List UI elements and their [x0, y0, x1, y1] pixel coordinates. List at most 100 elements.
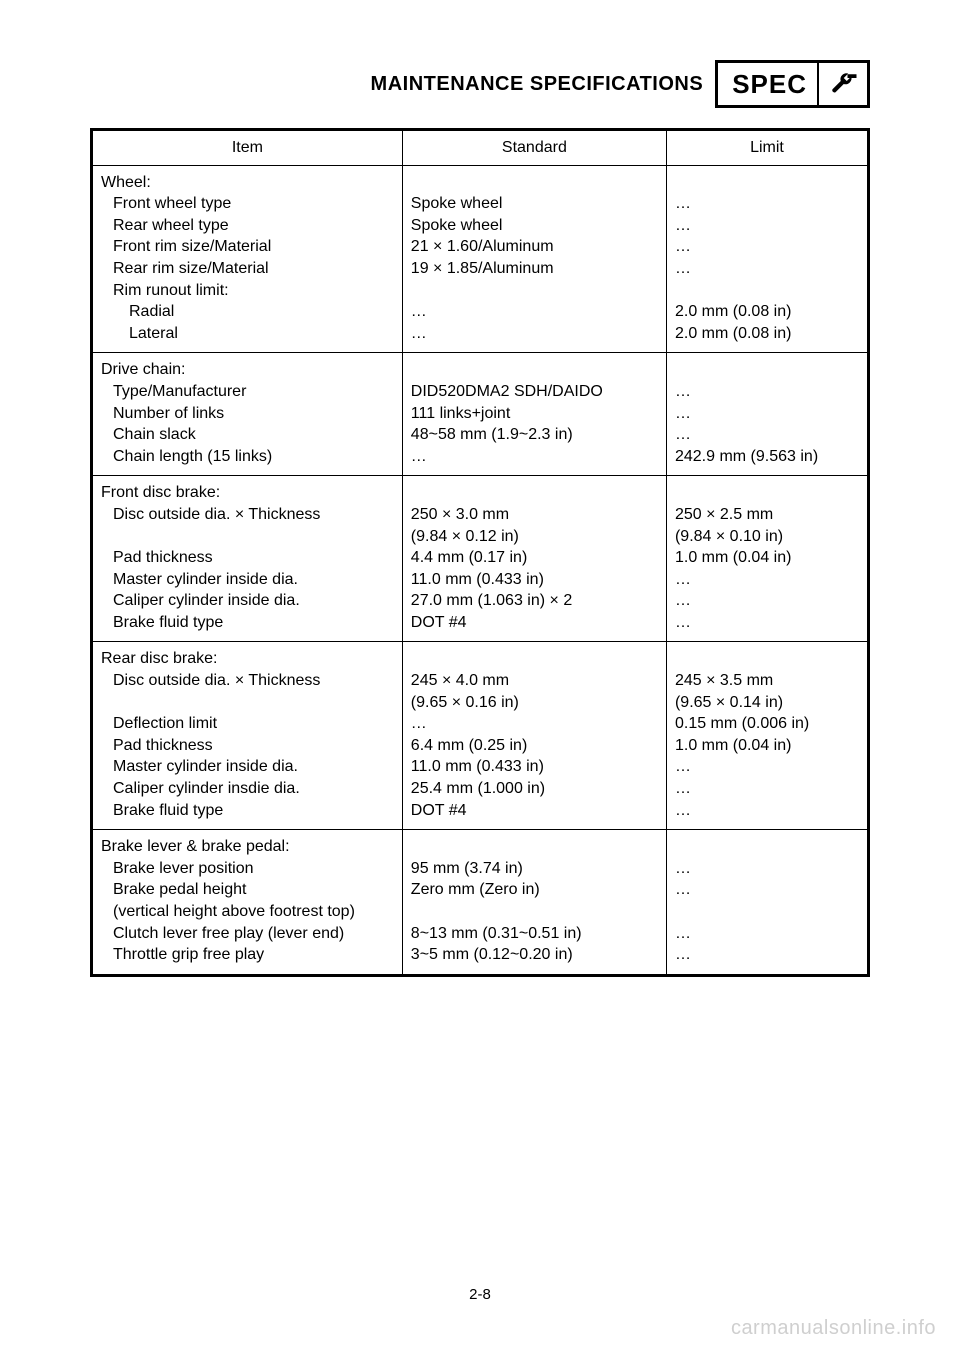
- row-item: Front wheel type: [101, 193, 394, 215]
- row-standard: [411, 280, 658, 302]
- row-item: [101, 526, 394, 548]
- row-item: (vertical height above footrest top): [101, 901, 394, 923]
- table-section: Rear disc brake:Disc outside dia. × Thic…: [92, 642, 869, 830]
- row-standard: DOT #4: [411, 612, 658, 634]
- blank: [411, 359, 658, 381]
- row-limit: …: [675, 756, 859, 778]
- row-limit: 2.0 mm (0.08 in): [675, 323, 859, 345]
- row-standard: (9.65 × 0.16 in): [411, 692, 658, 714]
- blank: [411, 172, 658, 194]
- row-item: Caliper cylinder insdie dia.: [101, 778, 394, 800]
- section-title: Wheel:: [101, 172, 394, 194]
- cell-limit: ………… 2.0 mm (0.08 in)2.0 mm (0.08 in): [666, 165, 868, 353]
- page-header: MAINTENANCE SPECIFICATIONS SPEC: [90, 60, 870, 108]
- row-item: Brake fluid type: [101, 800, 394, 822]
- row-standard: 48~58 mm (1.9~2.3 in): [411, 424, 658, 446]
- cell-limit: 250 × 2.5 mm(9.84 × 0.10 in)1.0 mm (0.04…: [666, 476, 868, 642]
- blank: [675, 359, 859, 381]
- row-standard: 250 × 3.0 mm: [411, 504, 658, 526]
- row-limit: …: [675, 258, 859, 280]
- row-limit: 1.0 mm (0.04 in): [675, 735, 859, 757]
- row-limit: …: [675, 858, 859, 880]
- row-item: [101, 692, 394, 714]
- row-item: Rear rim size/Material: [101, 258, 394, 280]
- row-standard: Spoke wheel: [411, 215, 658, 237]
- row-limit: …: [675, 778, 859, 800]
- row-item: Master cylinder inside dia.: [101, 756, 394, 778]
- row-standard: 11.0 mm (0.433 in): [411, 756, 658, 778]
- section-title: Rear disc brake:: [101, 648, 394, 670]
- row-item: Lateral: [101, 323, 394, 345]
- blank: [411, 482, 658, 504]
- row-limit: [675, 901, 859, 923]
- row-item: Chain length (15 links): [101, 446, 394, 468]
- cell-standard: 95 mm (3.74 in)Zero mm (Zero in) 8~13 mm…: [402, 830, 666, 976]
- row-limit: (9.84 × 0.10 in): [675, 526, 859, 548]
- section-title: Front disc brake:: [101, 482, 394, 504]
- row-standard: 6.4 mm (0.25 in): [411, 735, 658, 757]
- section-title: Brake lever & brake pedal:: [101, 836, 394, 858]
- row-limit: 250 × 2.5 mm: [675, 504, 859, 526]
- row-limit: …: [675, 424, 859, 446]
- cell-limit: 245 × 3.5 mm(9.65 × 0.14 in)0.15 mm (0.0…: [666, 642, 868, 830]
- row-standard: Spoke wheel: [411, 193, 658, 215]
- row-standard: Zero mm (Zero in): [411, 879, 658, 901]
- row-item: Clutch lever free play (lever end): [101, 923, 394, 945]
- spec-table: Item Standard Limit Wheel:Front wheel ty…: [90, 128, 870, 977]
- row-limit: 2.0 mm (0.08 in): [675, 301, 859, 323]
- row-standard: 25.4 mm (1.000 in): [411, 778, 658, 800]
- table-section: Wheel:Front wheel typeRear wheel typeFro…: [92, 165, 869, 353]
- cell-item: Front disc brake:Disc outside dia. × Thi…: [92, 476, 403, 642]
- spec-label: SPEC: [718, 63, 819, 105]
- row-limit: 0.15 mm (0.006 in): [675, 713, 859, 735]
- row-limit: 1.0 mm (0.04 in): [675, 547, 859, 569]
- row-item: Rim runout limit:: [101, 280, 394, 302]
- row-limit: …: [675, 215, 859, 237]
- row-standard: 95 mm (3.74 in): [411, 858, 658, 880]
- wrench-icon: [819, 63, 867, 105]
- row-standard: [411, 901, 658, 923]
- cell-standard: Spoke wheelSpoke wheel21 × 1.60/Aluminum…: [402, 165, 666, 353]
- cell-limit: ………242.9 mm (9.563 in): [666, 353, 868, 476]
- row-standard: 27.0 mm (1.063 in) × 2: [411, 590, 658, 612]
- col-header-standard: Standard: [402, 130, 666, 166]
- row-limit: …: [675, 403, 859, 425]
- row-standard: 21 × 1.60/Aluminum: [411, 236, 658, 258]
- cell-item: Rear disc brake:Disc outside dia. × Thic…: [92, 642, 403, 830]
- row-standard: 11.0 mm (0.433 in): [411, 569, 658, 591]
- row-limit: 242.9 mm (9.563 in): [675, 446, 859, 468]
- row-standard: (9.84 × 0.12 in): [411, 526, 658, 548]
- row-item: Rear wheel type: [101, 215, 394, 237]
- row-limit: …: [675, 800, 859, 822]
- cell-limit: …… ……: [666, 830, 868, 976]
- row-limit: …: [675, 381, 859, 403]
- row-limit: [675, 280, 859, 302]
- row-item: Type/Manufacturer: [101, 381, 394, 403]
- row-standard: 245 × 4.0 mm: [411, 670, 658, 692]
- row-standard: DID520DMA2 SDH/DAIDO: [411, 381, 658, 403]
- row-item: Master cylinder inside dia.: [101, 569, 394, 591]
- blank: [675, 172, 859, 194]
- row-limit: …: [675, 193, 859, 215]
- watermark: carmanualsonline.info: [731, 1317, 936, 1340]
- col-header-limit: Limit: [666, 130, 868, 166]
- row-limit: …: [675, 923, 859, 945]
- blank: [675, 648, 859, 670]
- row-limit: …: [675, 569, 859, 591]
- row-limit: (9.65 × 0.14 in): [675, 692, 859, 714]
- table-section: Brake lever & brake pedal:Brake lever po…: [92, 830, 869, 976]
- row-limit: …: [675, 590, 859, 612]
- row-standard: DOT #4: [411, 800, 658, 822]
- row-item: Deflection limit: [101, 713, 394, 735]
- row-standard: 3~5 mm (0.12~0.20 in): [411, 944, 658, 966]
- header-title: MAINTENANCE SPECIFICATIONS: [371, 73, 704, 96]
- blank: [675, 482, 859, 504]
- cell-standard: 250 × 3.0 mm(9.84 × 0.12 in)4.4 mm (0.17…: [402, 476, 666, 642]
- row-standard: …: [411, 713, 658, 735]
- row-item: Number of links: [101, 403, 394, 425]
- row-limit: …: [675, 879, 859, 901]
- cell-standard: 245 × 4.0 mm(9.65 × 0.16 in)…6.4 mm (0.2…: [402, 642, 666, 830]
- cell-standard: DID520DMA2 SDH/DAIDO111 links+joint48~58…: [402, 353, 666, 476]
- cell-item: Drive chain:Type/ManufacturerNumber of l…: [92, 353, 403, 476]
- table-section: Front disc brake:Disc outside dia. × Thi…: [92, 476, 869, 642]
